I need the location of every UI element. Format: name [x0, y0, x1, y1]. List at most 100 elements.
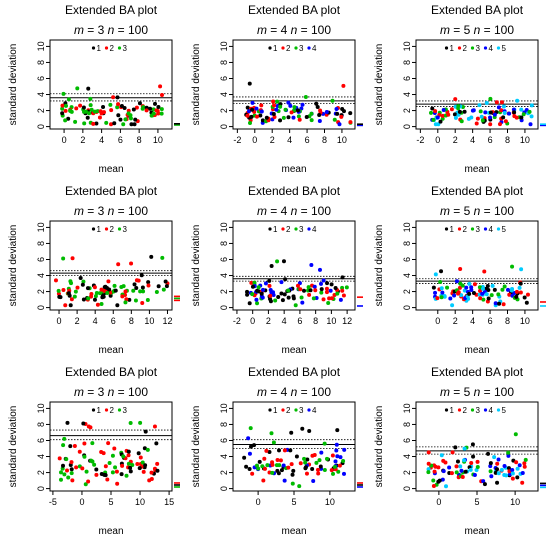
- data-point: [141, 105, 146, 110]
- data-point: [268, 299, 273, 304]
- x-axis-label: mean: [98, 164, 123, 175]
- data-point: [308, 288, 313, 293]
- data-point: [73, 289, 78, 294]
- data-point: [306, 285, 311, 290]
- data-point: [66, 291, 71, 296]
- legend-marker-4: [483, 227, 488, 231]
- legend-marker-3: [294, 408, 298, 412]
- data-point: [281, 115, 286, 120]
- y-tick-label: 8: [36, 60, 46, 65]
- data-point: [304, 115, 309, 120]
- data-point: [513, 432, 518, 437]
- data-point: [141, 469, 146, 474]
- data-point: [480, 286, 485, 291]
- legend-label-3: 3: [123, 44, 128, 53]
- data-point: [144, 108, 149, 113]
- data-point: [140, 301, 145, 306]
- data-point: [506, 450, 511, 455]
- data-point: [247, 466, 252, 471]
- chart-subtitle: m = 4 n = 100: [257, 204, 331, 218]
- y-tick-label: 0: [402, 124, 412, 129]
- y-tick-label: 0: [36, 486, 46, 491]
- data-point: [459, 468, 464, 473]
- y-tick-label: 2: [36, 108, 46, 113]
- data-point: [462, 446, 467, 451]
- legend-marker-3: [294, 227, 298, 231]
- data-point: [457, 109, 462, 114]
- data-point: [75, 285, 80, 290]
- data-point: [132, 282, 137, 287]
- data-point: [454, 470, 459, 475]
- y-tick-label: 4: [219, 92, 229, 97]
- legend-marker-4: [483, 46, 488, 50]
- data-point: [433, 290, 438, 295]
- y-tick-label: 8: [402, 422, 412, 427]
- data-point: [315, 105, 320, 110]
- data-point: [458, 266, 463, 271]
- data-point: [282, 448, 287, 453]
- data-point: [136, 451, 141, 456]
- x-tick-label: -2: [416, 135, 424, 145]
- data-point: [85, 286, 90, 291]
- y-axis-label: standard deviation: [8, 44, 19, 126]
- data-point: [119, 472, 124, 477]
- y-tick-label: 8: [402, 60, 412, 65]
- data-point: [247, 81, 252, 86]
- data-point: [499, 100, 504, 105]
- data-point: [329, 468, 334, 473]
- y-tick-label: 4: [36, 454, 46, 459]
- data-point: [112, 446, 117, 451]
- data-point: [338, 455, 343, 460]
- data-point: [327, 296, 332, 301]
- x-tick-label: 2: [80, 135, 85, 145]
- data-point: [493, 470, 498, 475]
- data-point: [151, 111, 156, 116]
- data-point: [319, 290, 324, 295]
- x-tick-label: 0: [79, 497, 84, 507]
- data-point: [504, 473, 509, 478]
- data-point: [328, 288, 333, 293]
- data-point: [126, 453, 131, 458]
- legend-marker-5: [496, 227, 501, 231]
- data-point: [340, 285, 345, 290]
- y-tick-label: 6: [36, 438, 46, 443]
- legend-marker-5: [496, 46, 501, 50]
- x-tick-label: 10: [144, 316, 154, 326]
- x-tick-label: 12: [162, 316, 172, 326]
- data-point: [270, 470, 275, 475]
- data-point: [99, 449, 104, 454]
- data-point: [81, 421, 86, 426]
- data-point: [480, 291, 485, 296]
- data-point: [61, 443, 66, 448]
- chart-title: Extended BA plot: [431, 3, 524, 17]
- data-point: [441, 108, 446, 113]
- data-point: [109, 108, 114, 113]
- data-point: [453, 97, 458, 102]
- data-point: [510, 264, 515, 269]
- data-point: [479, 114, 484, 119]
- data-point: [426, 450, 431, 455]
- data-point: [156, 284, 161, 289]
- x-tick-label: 4: [99, 135, 104, 145]
- y-tick-label: 8: [219, 60, 229, 65]
- x-axis-label: mean: [464, 345, 489, 356]
- legend-label-2: 2: [286, 225, 291, 234]
- legend-label-4: 4: [312, 44, 317, 53]
- data-point: [88, 96, 93, 101]
- data-point: [505, 287, 510, 292]
- data-point: [302, 288, 307, 293]
- data-point: [65, 468, 70, 473]
- data-point: [509, 288, 514, 293]
- legend-marker-1: [444, 227, 449, 231]
- data-point: [445, 285, 450, 290]
- data-point: [330, 296, 335, 301]
- chart-title: Extended BA plot: [248, 365, 341, 379]
- data-point: [431, 285, 436, 290]
- data-point: [276, 295, 281, 300]
- data-point: [334, 106, 339, 111]
- data-point: [335, 111, 340, 116]
- data-point: [494, 100, 499, 105]
- data-point: [489, 474, 494, 479]
- x-tick-label: 4: [93, 316, 98, 326]
